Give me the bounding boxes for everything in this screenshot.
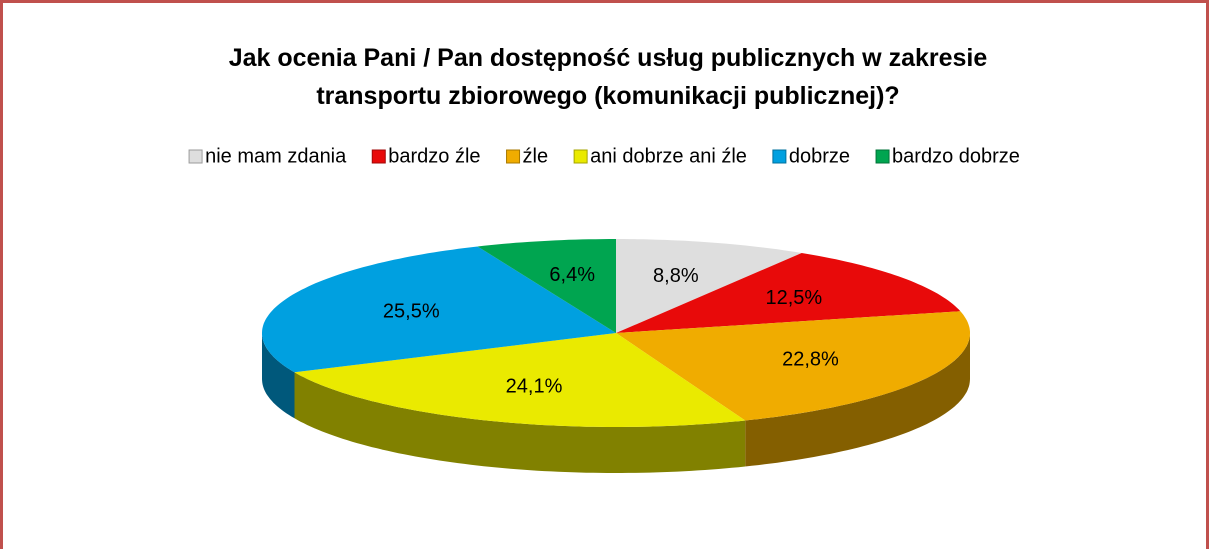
pie-slice (616, 239, 802, 333)
legend-label: bardzo dobrze (892, 145, 1020, 167)
pie-slice (294, 333, 746, 427)
pie-slice (262, 246, 616, 373)
legend-label: dobrze (789, 145, 850, 167)
data-label: 25,5% (383, 300, 440, 322)
legend-swatch (506, 149, 521, 164)
legend-swatch (875, 149, 890, 164)
pie-slice (477, 239, 616, 333)
data-label: 6,4% (549, 264, 595, 286)
pie-side (745, 333, 970, 467)
legend-label: ani dobrze ani źle (590, 145, 747, 167)
legend-label: bardzo źle (388, 145, 480, 167)
legend-swatch (772, 149, 787, 164)
chart: nie mam zdania bardzo źle źle ani dobrze an… (188, 145, 1020, 473)
legend-swatch (188, 149, 203, 164)
pie-slice (616, 253, 961, 333)
pie-side (294, 372, 746, 473)
legend-label: nie mam zdania (205, 145, 347, 167)
data-label: 8,8% (653, 265, 699, 287)
pie-side (262, 333, 295, 419)
legend-label: źle (523, 145, 549, 167)
data-label: 24,1% (506, 375, 563, 397)
legend: nie mam zdania bardzo źle źle ani dobrze an… (188, 145, 1020, 167)
data-label: 22,8% (782, 348, 839, 370)
legend-swatch (371, 149, 386, 164)
chart-title: Jak ocenia Pani / Pan dostępność usług p… (228, 44, 988, 110)
pie-slice (616, 311, 970, 421)
legend-swatch (573, 149, 588, 164)
data-label: 12,5% (765, 287, 822, 309)
